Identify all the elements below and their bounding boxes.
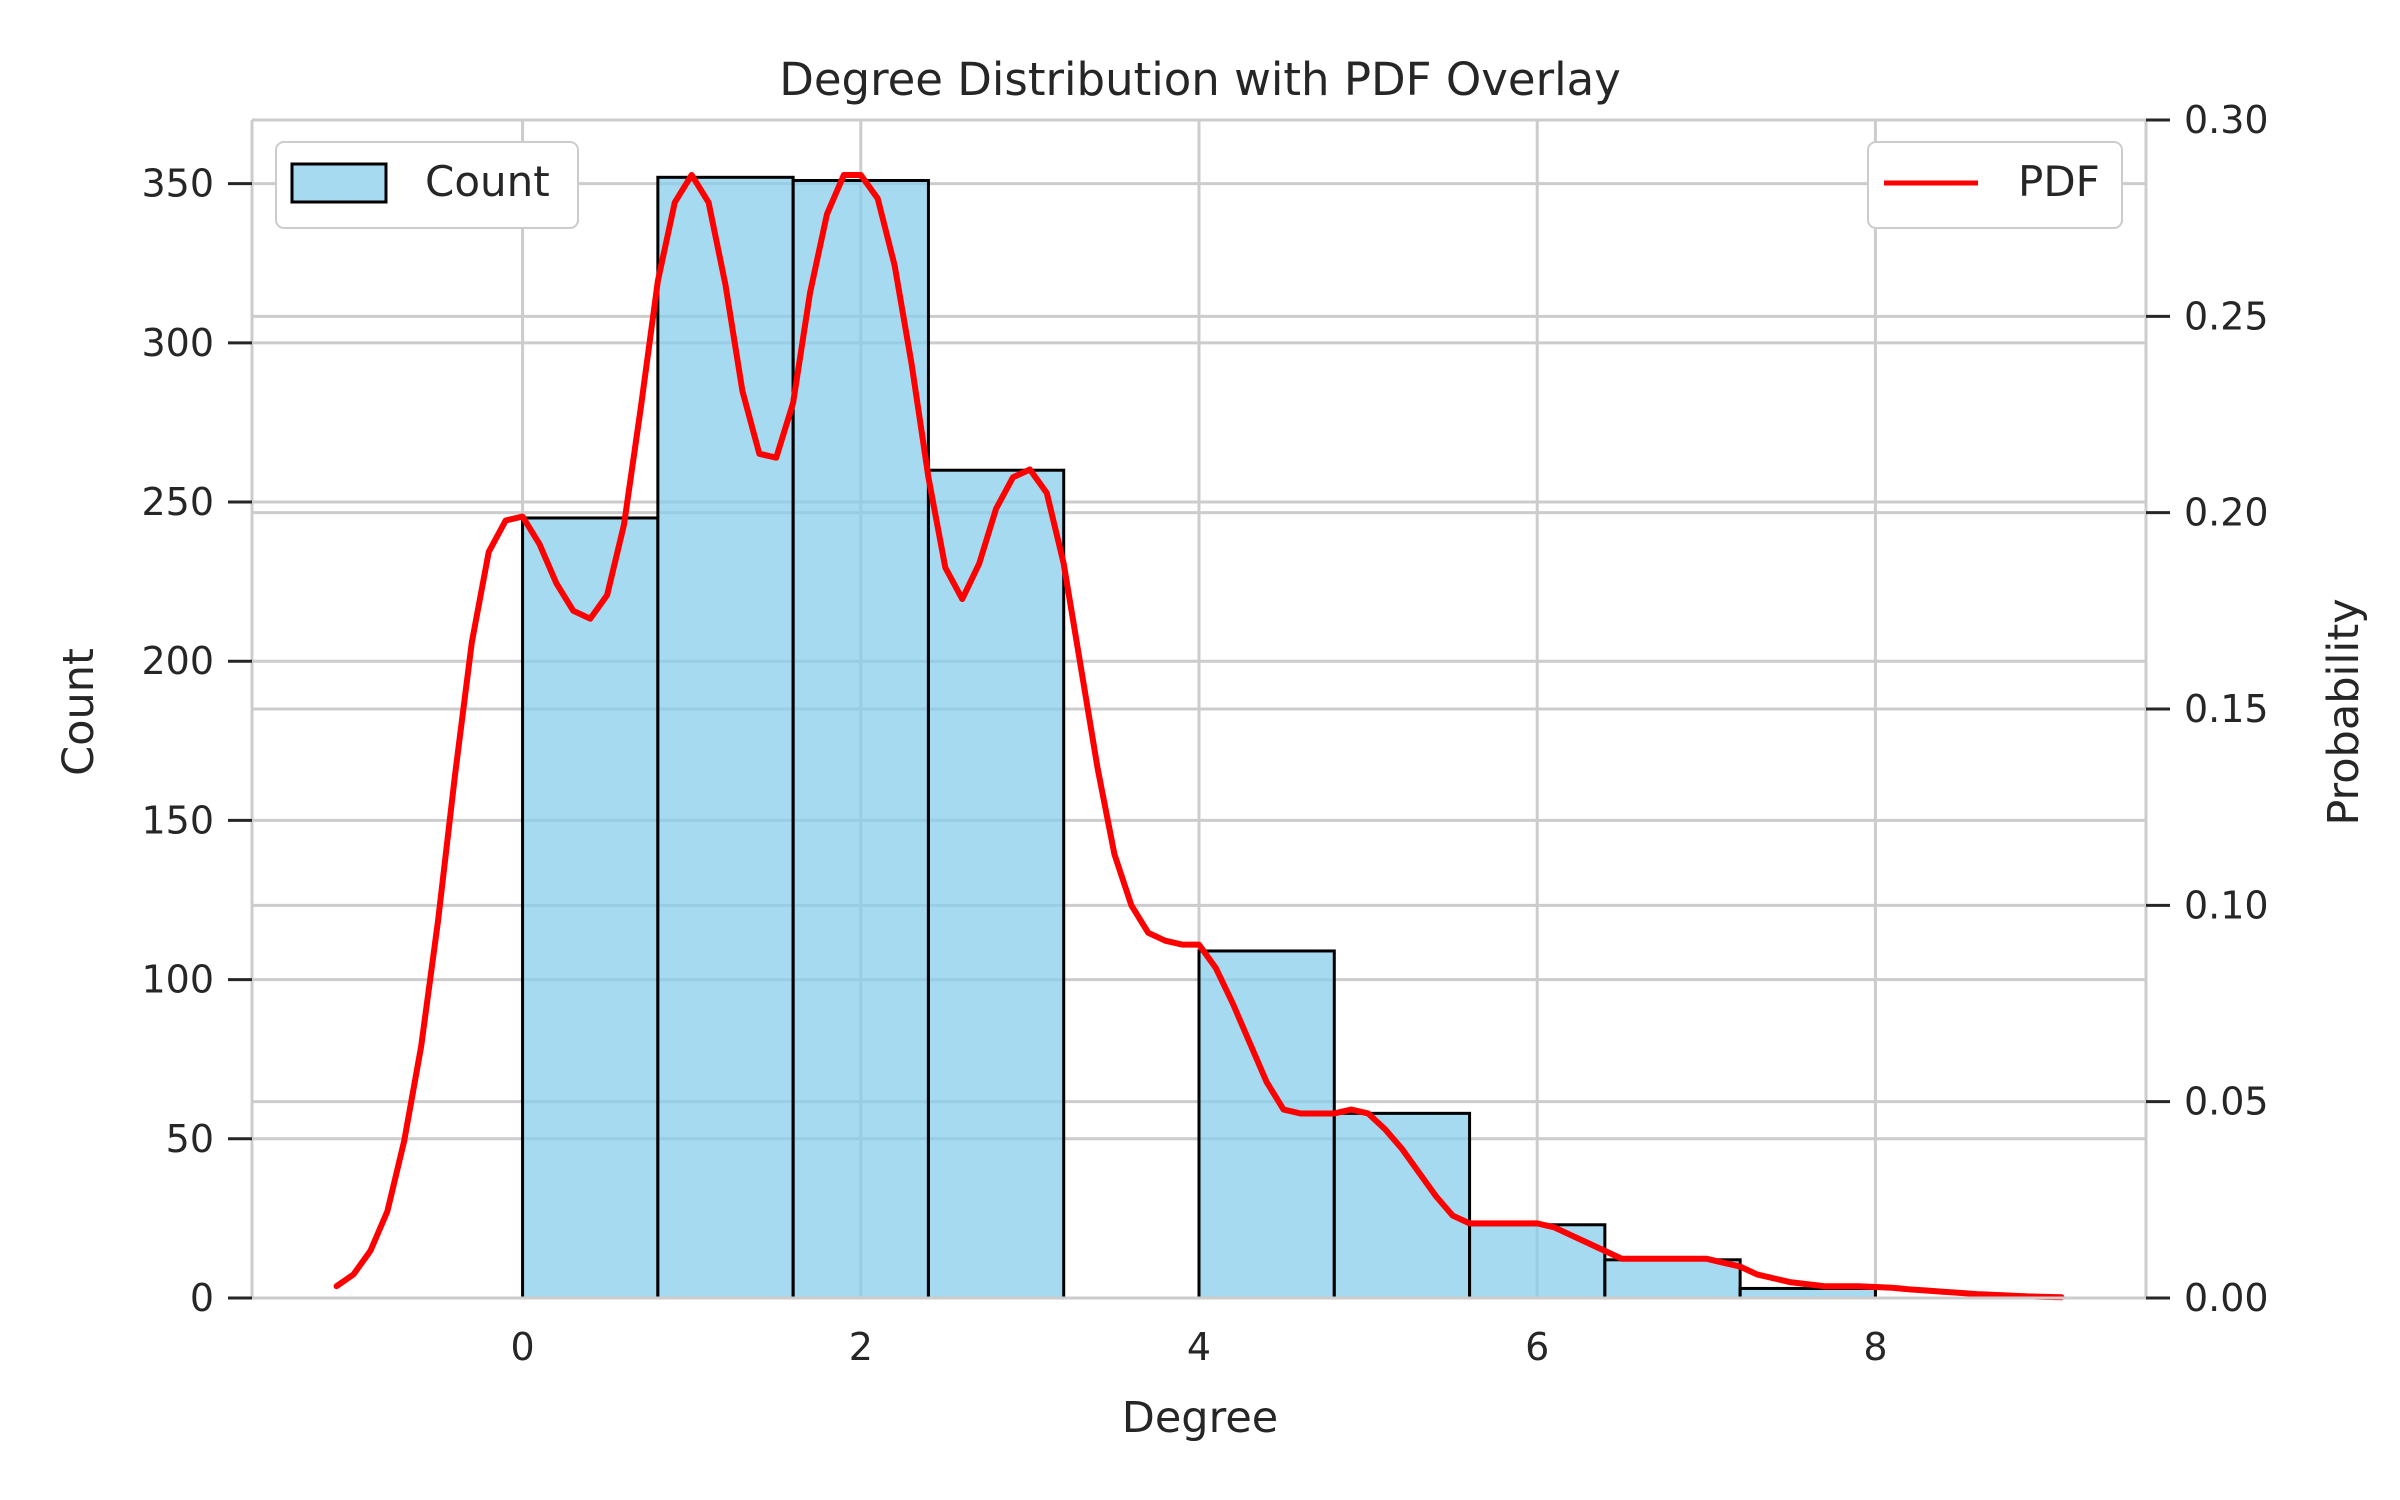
- right-y-tick-label: 0.20: [2184, 491, 2269, 535]
- count-legend-swatch: [290, 162, 388, 204]
- chart-title: Degree Distribution with PDF Overlay: [779, 53, 1621, 106]
- histogram-bar: [1197, 949, 1336, 1300]
- y-tick-label: 250: [141, 480, 214, 524]
- y-tick-label: 350: [141, 162, 214, 206]
- y-tick-label: 150: [141, 798, 214, 842]
- histogram-bar: [1603, 1258, 1742, 1300]
- pdf-line: [333, 171, 2065, 1301]
- right-y-tick-label: 0.30: [2184, 98, 2269, 142]
- axis-ticks: 0 2 4 6 8 0 50 100 150 200 250 300 350 0.00 0.05 0.10 0.…: [141, 98, 2268, 1369]
- right-y-axis-label: Probability: [2319, 598, 2369, 825]
- histogram-bar: [656, 175, 795, 1300]
- x-tick-label: 2: [849, 1325, 873, 1369]
- pdf-legend-box: [1867, 141, 2123, 229]
- count-legend-label: Count: [425, 157, 550, 206]
- pdf-legend-label: PDF: [2018, 157, 2100, 206]
- x-tick-label: 0: [510, 1325, 534, 1369]
- pdf-legend: PDF: [1867, 141, 2123, 229]
- histogram-bar: [926, 468, 1066, 1300]
- right-y-tick-label: 0.05: [2184, 1080, 2269, 1124]
- x-axis-label: Degree: [1122, 1393, 1279, 1443]
- y-tick-label: 100: [141, 958, 214, 1002]
- right-y-tick-label: 0.00: [2184, 1276, 2269, 1320]
- y-tick-label: 300: [141, 321, 214, 365]
- x-tick-label: 4: [1187, 1325, 1211, 1369]
- y-tick-label: 200: [141, 639, 214, 683]
- y-tick-label: 0: [190, 1276, 214, 1320]
- right-y-tick-label: 0.10: [2184, 883, 2269, 927]
- histogram-bar: [521, 516, 660, 1300]
- right-y-tick-label: 0.15: [2184, 687, 2269, 731]
- count-legend: Count: [275, 141, 579, 229]
- y-axis-label: Count: [54, 648, 104, 776]
- histogram-bar: [1468, 1223, 1607, 1300]
- x-tick-label: 8: [1863, 1325, 1887, 1369]
- histogram-bars: [521, 175, 1877, 1300]
- right-y-tick-label: 0.25: [2184, 294, 2269, 338]
- pdf-line-layer: [333, 171, 2065, 1301]
- histogram-bar: [791, 178, 930, 1300]
- x-tick-label: 6: [1525, 1325, 1549, 1369]
- y-tick-label: 50: [166, 1117, 214, 1161]
- histogram-bar: [1332, 1111, 1472, 1300]
